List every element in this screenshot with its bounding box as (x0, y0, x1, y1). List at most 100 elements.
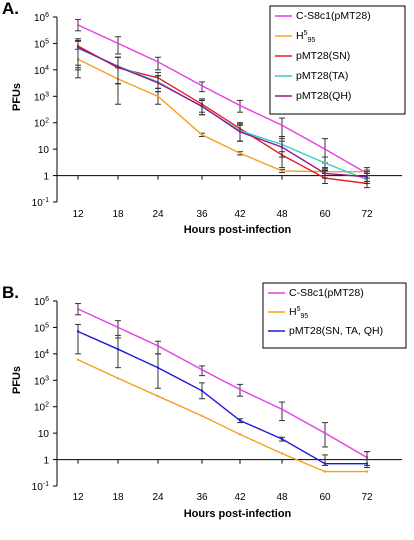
data-point (156, 81, 160, 85)
x-tick-label: 18 (112, 492, 124, 503)
data-point (323, 147, 327, 151)
data-point (116, 42, 120, 45)
y-tick-label: 10 (38, 145, 50, 156)
data-point (323, 431, 327, 435)
data-point (156, 344, 160, 348)
data-point (365, 175, 369, 178)
series-line (77, 24, 368, 175)
x-tick-label: 72 (361, 209, 373, 220)
series-line (77, 308, 368, 459)
x-axis-title: Hours post-infection (184, 224, 292, 236)
data-point (116, 348, 120, 351)
y-tick-label: 104 (34, 349, 49, 361)
x-tick-label: 60 (319, 492, 331, 503)
series-3 (75, 323, 370, 469)
data-point (116, 326, 120, 329)
x-tick-label: 48 (276, 209, 288, 220)
data-point (238, 152, 242, 155)
x-tick-label: 12 (72, 492, 84, 503)
data-point (365, 470, 369, 473)
x-tick-label: 24 (152, 492, 164, 503)
data-point (200, 84, 204, 88)
series-line (77, 58, 367, 173)
data-point (200, 133, 204, 136)
data-point (200, 414, 204, 418)
data-point (76, 358, 80, 361)
y-axis-title: PFUs (11, 366, 23, 394)
series-1 (75, 303, 370, 466)
y-axis-title: PFUs (11, 83, 23, 111)
y-tick-label: 106 (34, 12, 49, 24)
data-point (76, 23, 80, 27)
legend-label: pMT28(TA) (296, 70, 348, 82)
series-2 (76, 358, 369, 473)
x-axis-title: Hours post-infection (184, 508, 292, 520)
y-tick-label: 103 (34, 375, 49, 387)
x-tick-label: 36 (196, 209, 208, 220)
x-tick-label: 24 (152, 209, 164, 220)
y-tick-label: 1 (43, 456, 49, 467)
data-point (156, 95, 160, 98)
legend: C-S8c1(pMT28)H595pMT28(SN)pMT28(TA)pMT28… (269, 5, 406, 115)
y-tick-label: 104 (34, 65, 49, 77)
data-point (323, 470, 327, 473)
legend-label: pMT28(SN) (296, 50, 350, 62)
data-point (365, 462, 369, 465)
series-line (77, 330, 367, 465)
y-tick-label: 10-1 (32, 197, 49, 209)
data-point (156, 395, 160, 398)
data-point (323, 172, 327, 175)
y-tick-label: 103 (34, 91, 49, 103)
series-line (77, 359, 367, 473)
data-point (76, 46, 80, 49)
data-point (116, 377, 120, 380)
legend-label: pMT28(QH) (296, 90, 351, 102)
x-tick-label: 42 (234, 209, 246, 220)
x-tick-label: 42 (234, 492, 246, 503)
legend-label: pMT28(SN, TA, QH) (289, 325, 383, 337)
data-point (200, 105, 204, 108)
chart-panel-a: A. 10-1 1 10 102 103 104 105 106 12 18 24 36 42 48 60 72… (2, 0, 406, 236)
y-tick-label: 102 (34, 402, 49, 414)
series-line (77, 46, 368, 178)
chart-panel-b: B. 10-1 1 10 102 103 104 105 106 12 18 24 36 42 48 60 72… (2, 282, 407, 520)
data-point (76, 307, 80, 311)
legend-box (269, 5, 406, 115)
data-point (156, 366, 160, 369)
legend-box (262, 282, 407, 349)
y-tick-label: 10-1 (32, 481, 49, 493)
y-tick-label: 10 (38, 429, 50, 440)
data-point (280, 452, 284, 455)
x-tick-label: 12 (72, 209, 84, 220)
data-point (280, 408, 284, 411)
data-point (116, 65, 120, 69)
data-point (280, 169, 284, 173)
legend-label: C-S8c1(pMT28) (296, 10, 371, 22)
y-tick-label: 105 (34, 38, 49, 50)
x-tick-label: 60 (319, 209, 331, 220)
data-point (76, 330, 80, 333)
x-tick-label: 36 (196, 492, 208, 503)
series-1 (75, 19, 370, 182)
y-tick-label: 106 (34, 296, 49, 308)
data-point (280, 124, 284, 127)
data-point (238, 104, 242, 107)
data-point (238, 419, 242, 422)
data-point (238, 433, 242, 436)
y-tick-label: 102 (34, 118, 49, 130)
data-point (156, 60, 160, 64)
panel-letter: B. (2, 283, 19, 302)
y-tick-label: 1 (43, 172, 49, 183)
data-point (323, 462, 327, 465)
x-tick-label: 18 (112, 209, 124, 220)
data-point (238, 130, 242, 134)
legend-label: C-S8c1(pMT28) (289, 287, 364, 299)
data-point (280, 145, 284, 149)
x-tick-label: 72 (361, 492, 373, 503)
x-tick-label: 48 (276, 492, 288, 503)
y-tick-label: 105 (34, 322, 49, 334)
series-5 (75, 39, 370, 182)
panel-letter: A. (2, 0, 19, 18)
